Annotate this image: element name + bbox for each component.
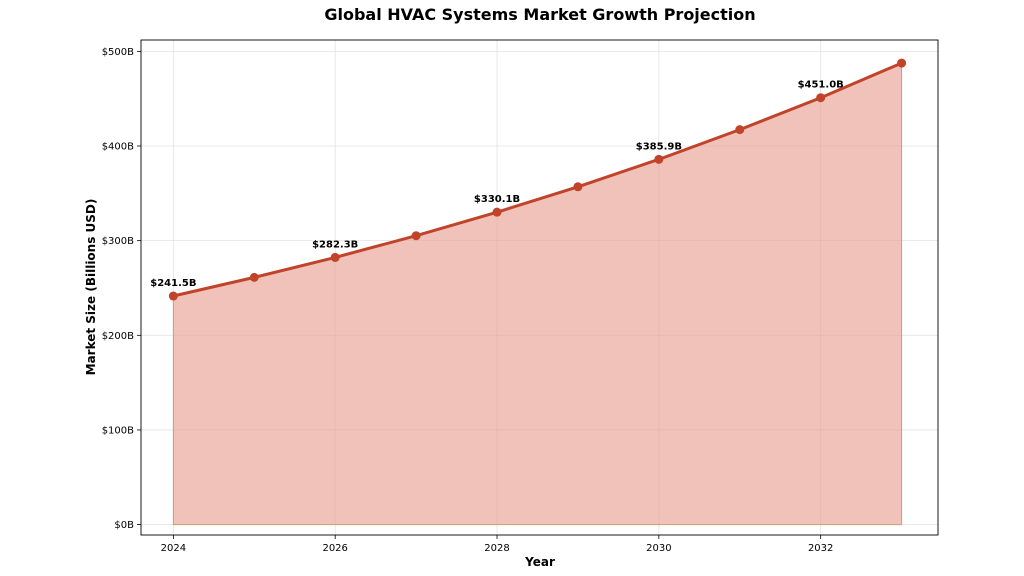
data-label: $385.9B: [636, 141, 682, 152]
data-point: [816, 93, 826, 103]
x-axis-label: Year: [524, 555, 555, 569]
y-tick-label: $300B: [102, 236, 134, 247]
data-point: [249, 272, 259, 282]
x-tick-label: 2032: [808, 543, 833, 554]
tick-layer: 2024 2026 2028 2030 2032 $0B $100B $200B $300B $4…: [102, 47, 834, 554]
point-layer: [168, 58, 907, 301]
data-label: $330.1B: [474, 194, 520, 205]
data-point: [573, 182, 583, 192]
y-tick-label: $100B: [102, 425, 134, 436]
data-point: [168, 291, 178, 301]
x-tick-label: 2026: [322, 543, 347, 554]
series-line: [171, 61, 904, 298]
data-point: [654, 154, 664, 164]
data-point: [492, 207, 502, 217]
data-label-layer: $241.5B $282.3B $330.1B $385.9B $451.0B: [150, 80, 844, 289]
plot-frame: [140, 39, 939, 536]
x-tick-label: 2030: [646, 543, 671, 554]
area-fill: [172, 62, 903, 526]
y-tick-label: $500B: [102, 47, 134, 58]
data-point: [735, 125, 745, 135]
x-tick-label: 2028: [484, 543, 509, 554]
y-tick-label: $400B: [102, 142, 134, 153]
data-label: $451.0B: [798, 80, 844, 91]
data-label: $241.5B: [150, 278, 196, 289]
x-tick-label: 2024: [161, 543, 186, 554]
data-label: $282.3B: [312, 239, 358, 250]
chart-title: Global HVAC Systems Market Growth Projec…: [324, 5, 755, 24]
data-point: [897, 58, 907, 68]
line-layer: [171, 61, 904, 298]
area-layer: [172, 62, 903, 526]
data-point: [411, 231, 421, 241]
y-axis-label: Market Size (Billions USD): [84, 199, 98, 376]
data-point: [330, 252, 340, 262]
y-tick-label: $0B: [114, 520, 134, 531]
y-tick-label: $200B: [102, 331, 134, 342]
